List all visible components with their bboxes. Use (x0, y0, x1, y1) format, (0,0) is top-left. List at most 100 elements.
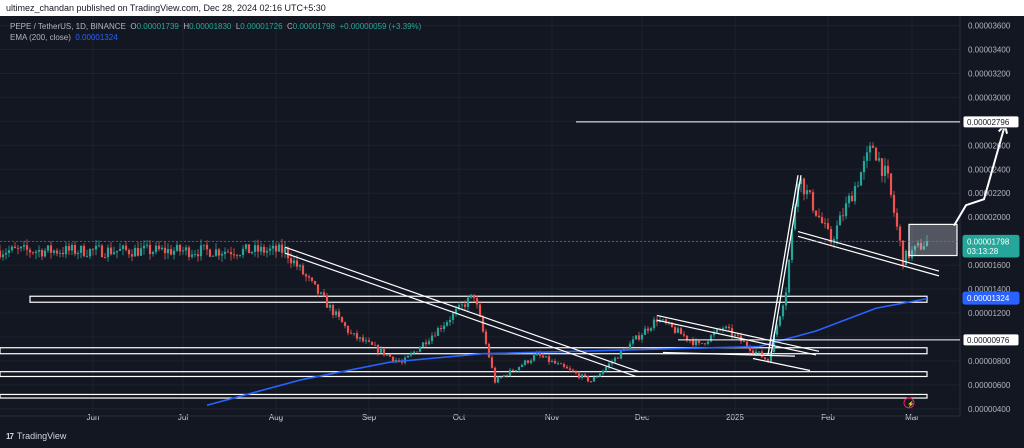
candle-body (844, 203, 848, 217)
candle-body (208, 249, 212, 257)
candle-body (379, 349, 383, 353)
candle-body (136, 247, 140, 256)
candle-body (145, 244, 149, 246)
candle-body (46, 245, 50, 251)
open-label: O (130, 22, 137, 31)
x-tick-label: Sep (362, 413, 377, 422)
candle-body (781, 305, 785, 317)
candle-body (40, 249, 44, 257)
candle-body (178, 244, 182, 252)
candle-body (16, 248, 20, 249)
trendline (656, 314, 820, 352)
trendline (656, 319, 817, 356)
candle-body (511, 369, 515, 371)
candle-body (22, 245, 26, 247)
event-marker-glyph: ⚡ (907, 400, 914, 408)
candle-body (175, 244, 179, 251)
x-tick-label: 2025 (726, 413, 744, 422)
candle-body (370, 341, 374, 345)
candle-body (751, 350, 755, 354)
y-tick-label: 0.00002000 (968, 213, 1011, 222)
candle-body (670, 322, 674, 328)
candle-body (463, 304, 467, 307)
candle-body (715, 329, 719, 333)
candle-body (193, 254, 197, 255)
price-chart[interactable]: 0.000004000.000006000.000008000.00001000… (0, 16, 1024, 448)
candle-body (25, 245, 29, 250)
candle-body (808, 190, 812, 193)
candle-body (646, 328, 650, 331)
candle-body (367, 340, 371, 342)
x-tick-label: Dec (635, 413, 649, 422)
candle-body (118, 248, 122, 251)
candle-body (58, 252, 62, 254)
candle-body (460, 304, 464, 306)
candle-body (469, 294, 473, 298)
candle-body (148, 244, 152, 254)
candle-body (793, 206, 797, 230)
candle-body (298, 265, 302, 267)
candle-body (898, 226, 902, 241)
candle-body (529, 360, 533, 363)
candle-body (889, 173, 893, 195)
candles-group (0, 142, 929, 384)
candle-body (682, 334, 686, 336)
candle-body (490, 357, 494, 368)
candle-body (523, 360, 527, 365)
support-zone-box (29, 295, 928, 303)
candle-body (697, 340, 701, 343)
candle-body (499, 377, 503, 378)
candle-body (493, 367, 497, 383)
candle-body (253, 245, 257, 252)
ema-200-line (206, 297, 928, 406)
y-tick-label: 0.00003000 (968, 93, 1011, 102)
candle-body (742, 341, 746, 343)
candle-body (754, 351, 758, 354)
candle-body (418, 347, 422, 352)
candle-body (709, 335, 713, 342)
candle-body (583, 374, 587, 377)
candle-body (901, 240, 905, 266)
candle-body (28, 249, 32, 253)
candle-body (250, 251, 254, 254)
candle-body (220, 254, 224, 256)
candle-body (388, 354, 392, 357)
candle-body (688, 339, 692, 341)
y-tick-label: 0.00002400 (968, 165, 1011, 174)
candle-body (763, 357, 767, 360)
candle-body (772, 334, 776, 353)
candle-body (181, 250, 185, 252)
candle-body (289, 258, 293, 264)
candle-body (661, 319, 665, 321)
candle-body (211, 255, 215, 257)
ema-legend: EMA (200, close) 0.00001324 (10, 33, 118, 42)
candle-body (892, 194, 896, 213)
candle-body (205, 244, 209, 250)
candle-body (424, 342, 428, 345)
tradingview-logo-icon: 17 (6, 431, 14, 441)
candle-body (361, 337, 365, 342)
candle-body (334, 311, 338, 316)
y-tick-label: 0.00002600 (968, 141, 1011, 150)
candle-body (475, 298, 479, 305)
candle-body (637, 335, 641, 340)
price-axis-label: 0.00001324 (967, 294, 1010, 303)
candle-body (826, 223, 830, 230)
candle-body (355, 333, 359, 339)
candle-body (409, 353, 413, 356)
price-axis-label-bg (962, 244, 1020, 258)
candle-body (274, 245, 278, 252)
candle-body (331, 304, 335, 316)
close-label: C (286, 22, 293, 31)
candle-body (394, 360, 398, 362)
candle-body (859, 172, 863, 186)
candle-body (454, 309, 458, 314)
candle-body (391, 356, 395, 362)
candle-body (223, 251, 227, 255)
candle-body (55, 250, 59, 254)
candle-body (13, 246, 17, 249)
candle-body (301, 265, 305, 275)
candle-body (805, 190, 809, 195)
candle-body (538, 352, 542, 356)
candle-body (328, 304, 332, 308)
